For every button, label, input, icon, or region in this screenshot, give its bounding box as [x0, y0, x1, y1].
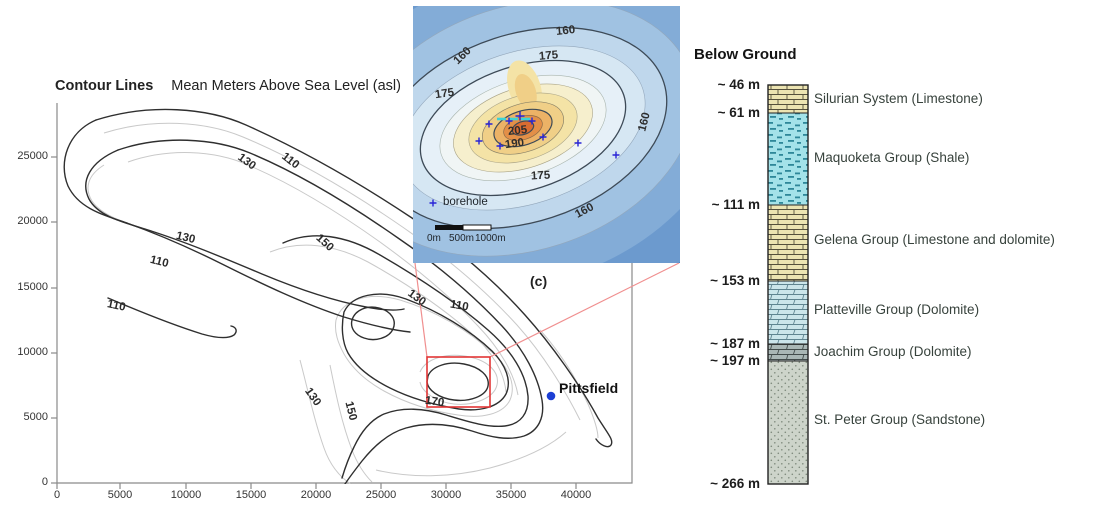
layer-label: Joachim Group (Dolomite) [814, 344, 972, 359]
layer-label: Silurian System (Limestone) [814, 91, 983, 106]
inset-caption: (c) [530, 273, 548, 289]
city-dot [546, 391, 556, 401]
x-tick-label: 15000 [235, 489, 267, 501]
inset-leader-lines [414, 262, 680, 358]
y-tick-label: 5000 [23, 411, 48, 423]
inset-map-canvas [413, 6, 680, 263]
x-tick-label: 25000 [365, 489, 397, 501]
depth-label: ~ 46 m [717, 77, 760, 92]
borehole-legend-label: borehole [443, 196, 488, 208]
layer-silurian [768, 85, 808, 113]
x-tick-label: 30000 [430, 489, 462, 501]
layer-label: Platteville Group (Dolomite) [814, 302, 980, 317]
layer-st-peter [768, 361, 808, 484]
inset-contour-label: 205 [507, 124, 528, 138]
scale-label-1000: 1000m [475, 233, 506, 244]
layer-label: Maquoketa Group (Shale) [814, 150, 970, 165]
layer-joachim [768, 344, 808, 361]
contours-major [63, 108, 613, 484]
x-tick-label: 40000 [560, 489, 592, 501]
strat-column-canvas [767, 84, 809, 485]
x-tick-label: 5000 [107, 489, 133, 501]
depth-label: ~ 111 m [711, 197, 760, 212]
y-tick-label: 0 [41, 476, 48, 488]
map-title: Contour Lines Mean Meters Above Sea Level… [55, 78, 401, 94]
map-title-secondary: Mean Meters Above Sea Level (asl) [171, 78, 401, 94]
inset-contour-label: 175 [530, 169, 551, 183]
axis-ticks [51, 156, 577, 489]
layer-maquoketa [768, 113, 808, 205]
inset-contour-label: 160 [555, 24, 576, 38]
scale-label-500: 500m [449, 233, 475, 244]
depth-label: ~ 153 m [710, 273, 760, 288]
y-tick-label: 20000 [17, 215, 48, 227]
depth-label: ~ 61 m [717, 105, 760, 120]
inset-contour-label: 175 [538, 49, 559, 63]
x-tick-label: 10000 [170, 489, 202, 501]
scale-label-0: 0m [427, 233, 441, 244]
borehole-markers [429, 111, 620, 207]
contour-label: 170 [424, 394, 445, 410]
layer-platteville [768, 281, 808, 344]
layer-label: Gelena Group (Limestone and dolomite) [814, 232, 1055, 247]
strat-layers [767, 84, 809, 485]
y-tick-label: 10000 [17, 346, 48, 358]
contours-minor [87, 122, 599, 484]
y-tick-label: 15000 [17, 281, 48, 293]
detail-box [426, 356, 491, 408]
depth-label: ~ 266 m [710, 476, 760, 491]
borehole-legend-icon [429, 199, 437, 207]
inset-map: 160 175 160 175 205 190 175 160 160 bore… [413, 6, 680, 263]
map-title-primary: Contour Lines [55, 78, 154, 94]
x-tick-label: 0 [53, 489, 61, 501]
layer-gelena [768, 205, 808, 281]
x-tick-label: 20000 [300, 489, 332, 501]
x-tick-label: 35000 [495, 489, 527, 501]
column-heading: Below Ground [694, 46, 797, 63]
depth-label: ~ 197 m [710, 353, 760, 368]
y-tick-label: 25000 [17, 150, 48, 162]
city-label: Pittsfield [559, 380, 619, 396]
depth-label: ~ 187 m [710, 336, 760, 351]
scale-bar [435, 224, 492, 231]
layer-label: St. Peter Group (Sandstone) [814, 412, 986, 427]
axes-frame [56, 103, 633, 484]
